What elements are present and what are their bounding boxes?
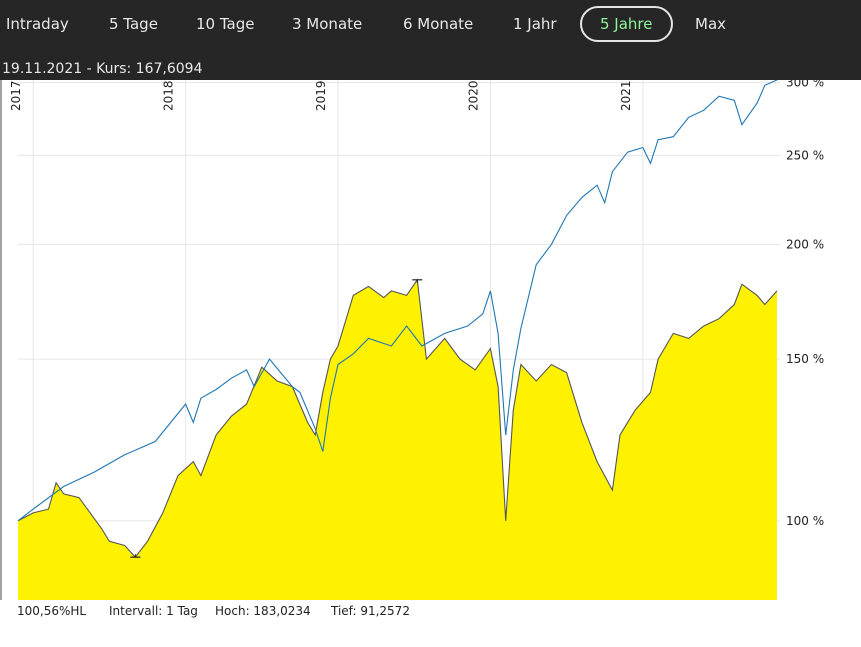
y-tick-label: 300 % <box>786 80 824 90</box>
range-tabs: Intraday 5 Tage 10 Tage 3 Monate 6 Monat… <box>0 6 861 42</box>
x-tick-label: 2018 <box>162 80 176 111</box>
y-tick-label: 200 % <box>786 237 824 251</box>
x-tick-label: 2021 <box>619 80 633 111</box>
x-tick-label: 2017 <box>9 80 23 111</box>
tab-3-monate[interactable]: 3 Monate <box>292 15 363 33</box>
x-tick-label: 2020 <box>466 80 480 111</box>
price-chart[interactable]: 100 % 150 % 200 % 250 % 300 % 2017 2018 2019 202… <box>0 80 861 600</box>
benchmark-line <box>17 80 778 522</box>
tab-max[interactable]: Max <box>695 15 727 33</box>
tab-5-jahre[interactable]: 5 Jahre <box>580 6 673 42</box>
chart-axis-labels: 100 % 150 % 200 % 250 % 300 % 2017 2018 2019 202… <box>9 80 824 528</box>
chart-markers <box>130 279 423 558</box>
chart-series <box>17 80 778 600</box>
x-tick-label: 2019 <box>314 80 328 111</box>
tab-6-monate[interactable]: 6 Monate <box>403 15 474 33</box>
tab-intraday[interactable]: Intraday <box>6 15 69 33</box>
high-marker <box>412 279 423 283</box>
interval-readout: Intervall: 1 Tag <box>109 604 198 618</box>
scale-readout: 100,56%HL <box>17 604 87 618</box>
tab-10-tage[interactable]: 10 Tage <box>196 15 255 33</box>
low-marker <box>130 554 141 558</box>
y-tick-label: 150 % <box>786 352 824 366</box>
low-readout: Tief: 91,2572 <box>331 604 410 618</box>
price-info: 19.11.2021 - Kurs: 167,6094 <box>2 61 203 77</box>
tab-5-tage[interactable]: 5 Tage <box>109 15 158 33</box>
y-tick-label: 100 % <box>786 514 824 528</box>
price-area <box>18 279 777 600</box>
range-toolbar: Intraday 5 Tage 10 Tage 3 Monate 6 Monat… <box>0 0 861 80</box>
price-line <box>17 278 778 558</box>
high-readout: Hoch: 183,0234 <box>215 604 311 618</box>
tab-1-jahr[interactable]: 1 Jahr <box>513 15 557 33</box>
y-tick-label: 250 % <box>786 148 824 162</box>
